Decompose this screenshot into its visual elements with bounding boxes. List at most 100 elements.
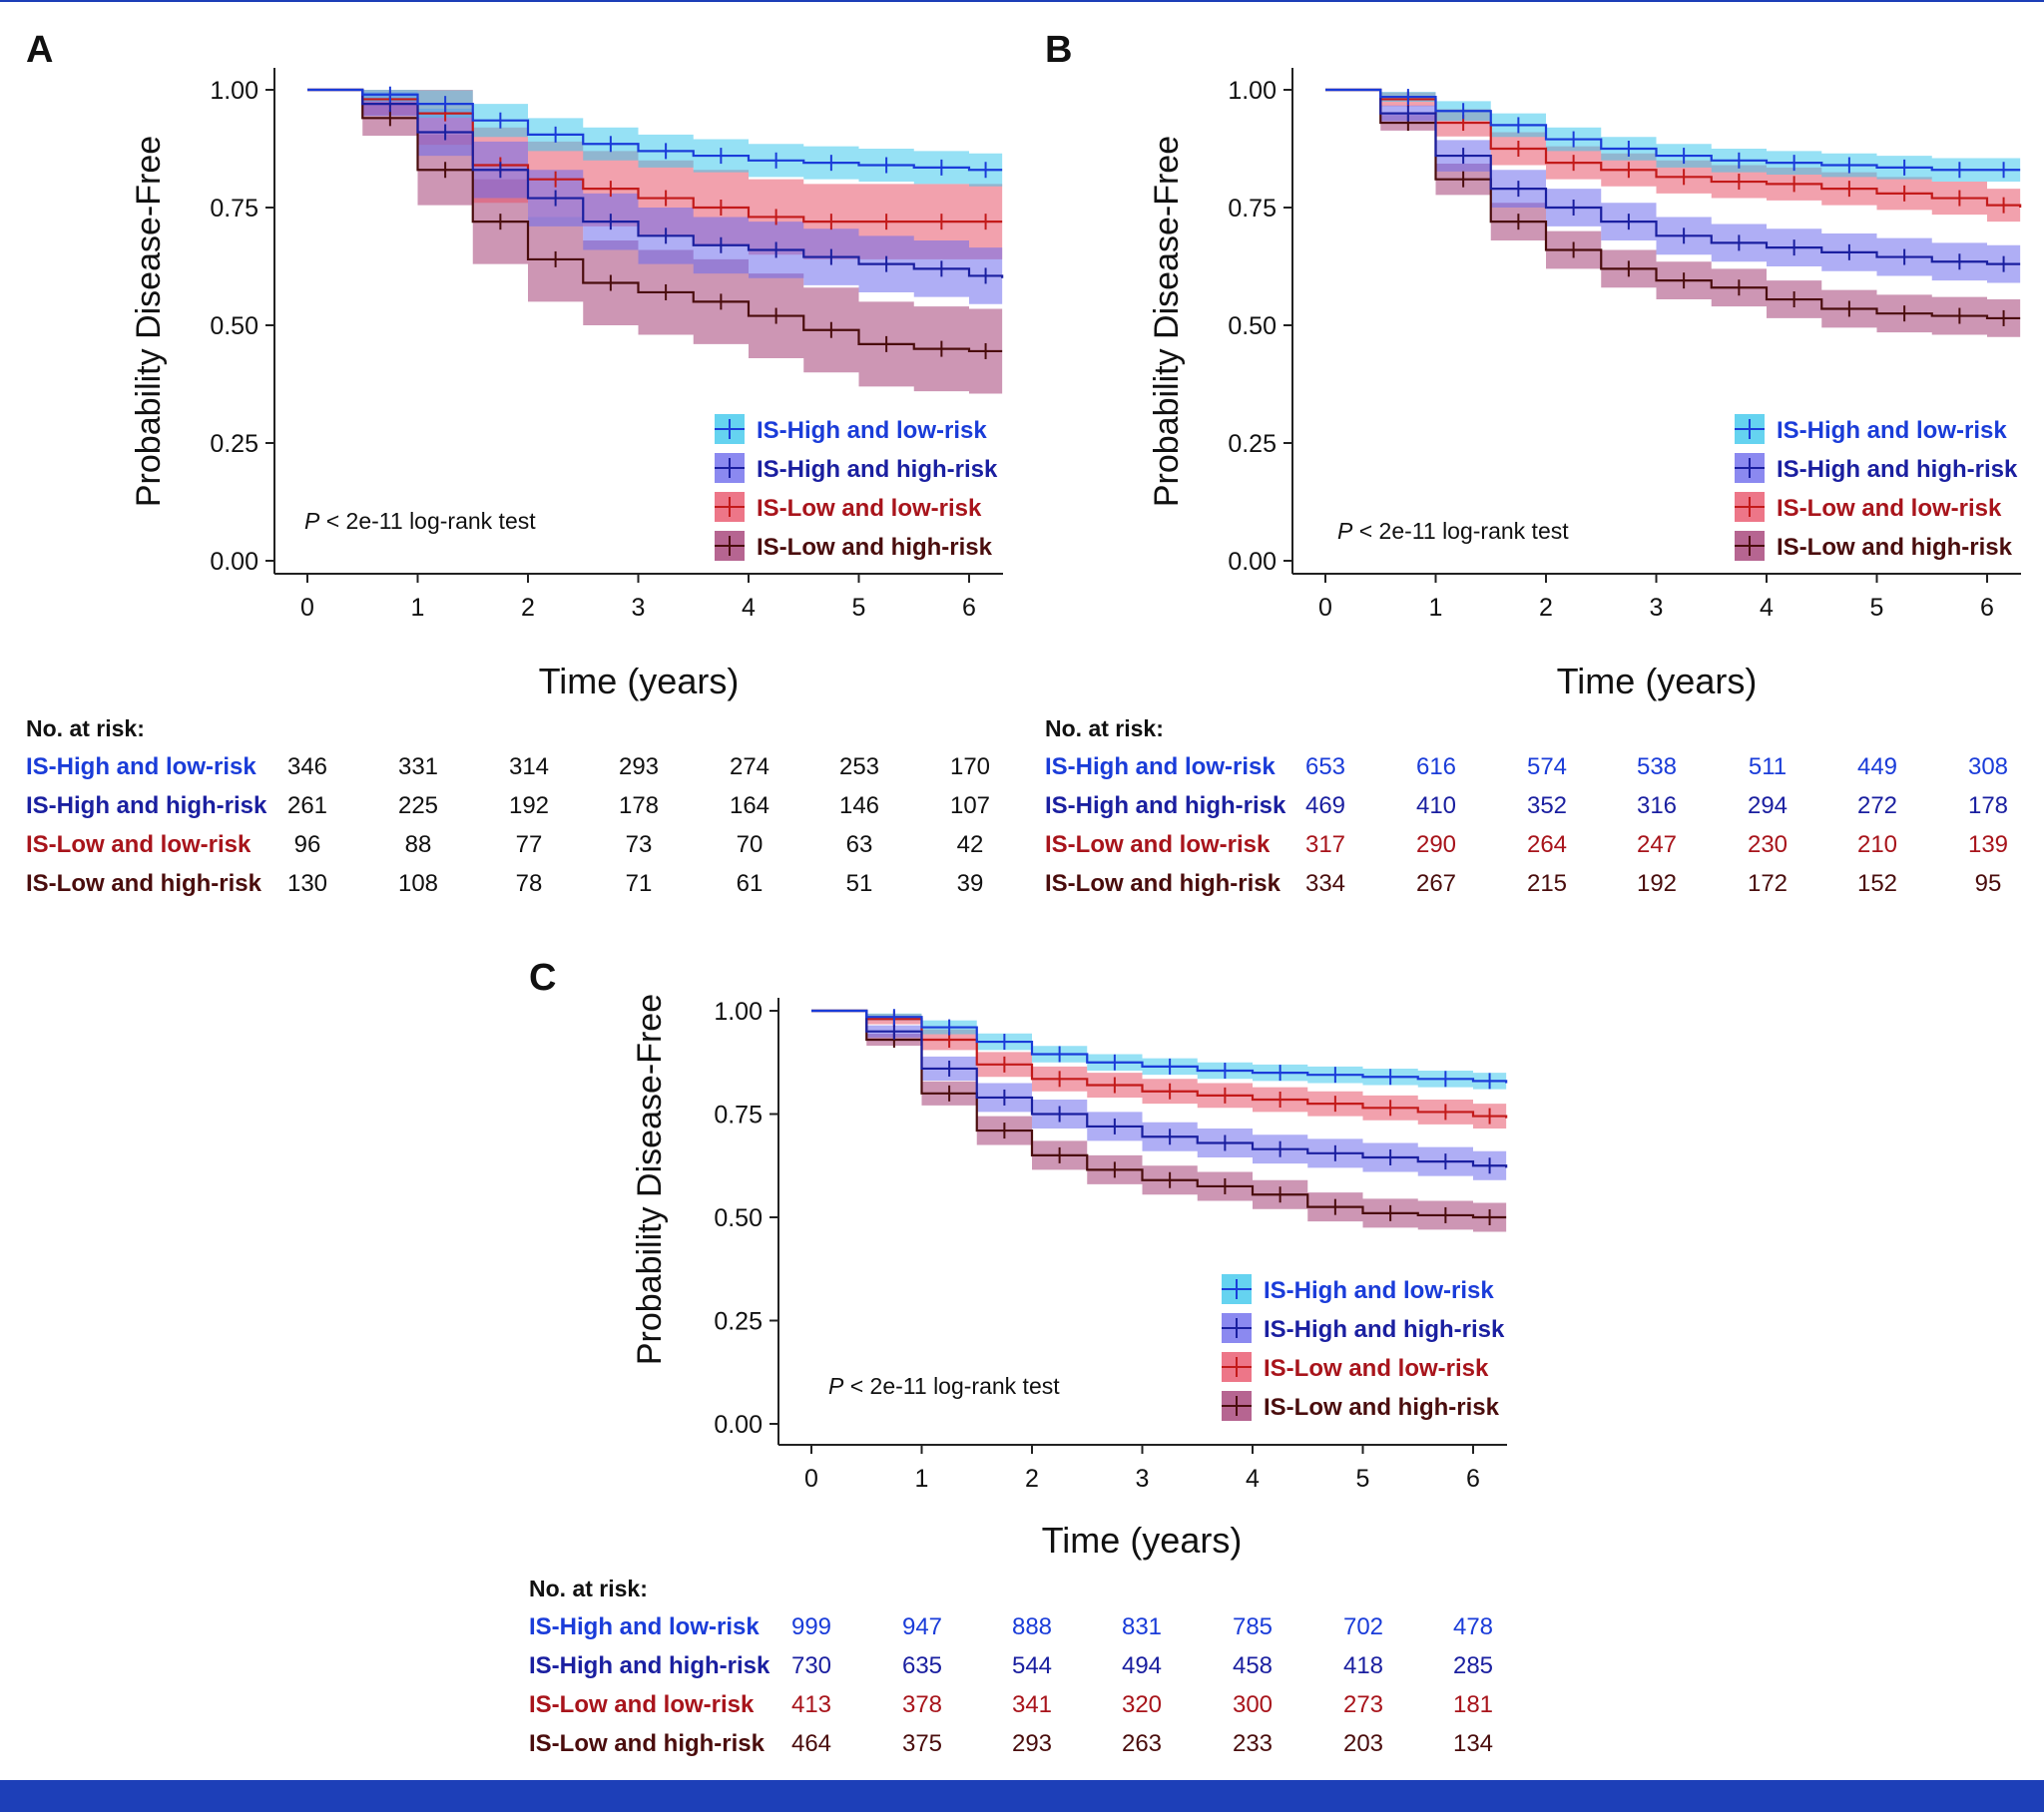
legend-label-is-high-and-low-risk: IS-High and low-risk [757, 417, 987, 444]
risk-cell: 464 [791, 1730, 831, 1757]
risk-cell: 334 [1305, 870, 1345, 897]
risk-row-label-is-low-and-high-risk: IS-Low and high-risk [26, 870, 262, 897]
risk-cell: 178 [1968, 792, 2008, 819]
risk-row-label-is-low-and-high-risk: IS-Low and high-risk [1045, 870, 1281, 897]
x-tick-label: 0 [804, 1465, 818, 1493]
risk-cell: 538 [1637, 753, 1677, 780]
x-tick-label: 5 [1870, 594, 1884, 622]
risk-cell: 192 [509, 792, 549, 819]
y-tick-label: 0.75 [210, 195, 258, 223]
risk-cell: 146 [839, 792, 879, 819]
risk-table-title: No. at risk: [26, 715, 145, 741]
x-tick-label: 0 [300, 594, 314, 622]
risk-cell: 264 [1527, 831, 1567, 858]
risk-cell: 635 [902, 1652, 942, 1679]
pvalue-text: P < 2e-11 log-rank test [1337, 518, 1569, 544]
y-tick-label: 0.00 [210, 548, 258, 576]
ci-band-is-high-and-low-risk [811, 1011, 1507, 1092]
x-tick-label: 3 [1136, 1465, 1150, 1493]
pvalue-text: P < 2e-11 log-rank test [304, 508, 536, 534]
x-tick-label: 4 [1246, 1465, 1260, 1493]
risk-cell: 170 [950, 753, 990, 780]
legend-label-is-low-and-high-risk: IS-Low and high-risk [757, 534, 993, 561]
legend: IS-High and low-risk IS-High and high-ris… [715, 414, 998, 561]
survival-line-is-low-and-low-risk [811, 1009, 1508, 1119]
pvalue-rest: < 2e-11 log-rank test [1352, 518, 1569, 544]
risk-cell: 51 [846, 870, 873, 897]
ci-band-is-high-and-high-risk [811, 1011, 1507, 1182]
risk-row-label-is-low-and-low-risk: IS-Low and low-risk [529, 1691, 755, 1718]
risk-cell: 308 [1968, 753, 2008, 780]
y-tick-label: 0.75 [714, 1102, 763, 1130]
legend-label-is-low-and-low-risk: IS-Low and low-risk [757, 495, 982, 522]
risk-cell: 39 [957, 870, 984, 897]
risk-cell: 293 [619, 753, 659, 780]
legend-label-is-high-and-high-risk: IS-High and high-risk [757, 456, 998, 483]
risk-cell: 267 [1416, 870, 1456, 897]
x-tick-label: 3 [632, 594, 646, 622]
legend: IS-High and low-risk IS-High and high-ris… [1222, 1274, 1505, 1421]
risk-cell: 96 [294, 831, 321, 858]
x-tick-label: 1 [915, 1465, 929, 1493]
risk-cell: 314 [509, 753, 549, 780]
risk-cell: 130 [287, 870, 327, 897]
risk-cell: 300 [1233, 1691, 1273, 1718]
y-tick-label: 1.00 [714, 998, 763, 1026]
risk-cell: 449 [1857, 753, 1897, 780]
y-tick-label: 0.00 [714, 1411, 763, 1439]
risk-cell: 134 [1453, 1730, 1493, 1757]
risk-cell: 247 [1637, 831, 1677, 858]
survival-line-is-high-and-high-risk [307, 88, 1004, 278]
risk-cell: 469 [1305, 792, 1345, 819]
ci-band-is-low-and-high-risk [1325, 90, 2021, 337]
risk-row-label-is-high-and-high-risk: IS-High and high-risk [26, 792, 267, 819]
x-tick-label: 1 [411, 594, 425, 622]
risk-cell: 785 [1233, 1613, 1273, 1640]
y-tick-label: 1.00 [210, 77, 258, 105]
ci-band-is-low-and-low-risk [811, 1011, 1507, 1132]
risk-cell: 331 [398, 753, 438, 780]
ci-band-is-high-and-low-risk [1325, 90, 2021, 183]
risk-cell: 413 [791, 1691, 831, 1718]
pvalue-p: P [1337, 518, 1353, 544]
risk-cell: 574 [1527, 753, 1567, 780]
risk-cell: 730 [791, 1652, 831, 1679]
risk-cell: 274 [730, 753, 769, 780]
x-axis-label: Time (years) [1042, 1520, 1243, 1561]
pvalue-text: P < 2e-11 log-rank test [828, 1373, 1060, 1399]
ci-band-is-low-and-high-risk [307, 90, 1003, 394]
y-axis-label: Probability Disease-Free [130, 136, 168, 507]
legend-label-is-high-and-low-risk: IS-High and low-risk [1777, 417, 2007, 444]
risk-cell: 225 [398, 792, 438, 819]
risk-row-label-is-low-and-low-risk: IS-Low and low-risk [26, 831, 252, 858]
risk-cell: 544 [1012, 1652, 1052, 1679]
risk-cell: 107 [950, 792, 990, 819]
risk-cell: 653 [1305, 753, 1345, 780]
risk-row-label-is-high-and-low-risk: IS-High and low-risk [1045, 753, 1276, 780]
y-axis-label: Probability Disease-Free [1148, 136, 1186, 507]
risk-cell: 203 [1343, 1730, 1383, 1757]
risk-cell: 233 [1233, 1730, 1273, 1757]
ci-band-is-high-and-high-risk [1325, 90, 2021, 283]
top-border [0, 0, 2044, 2]
x-axis-label: Time (years) [1557, 661, 1758, 701]
risk-cell: 888 [1012, 1613, 1052, 1640]
risk-cell: 478 [1453, 1613, 1493, 1640]
risk-row-label-is-high-and-low-risk: IS-High and low-risk [26, 753, 256, 780]
risk-cell: 511 [1749, 753, 1787, 780]
x-tick-label: 6 [1466, 1465, 1480, 1493]
survival-line-is-high-and-low-risk [1325, 88, 2021, 172]
risk-cell: 702 [1343, 1613, 1383, 1640]
panel-letter: B [1045, 29, 1072, 71]
pvalue-rest: < 2e-11 log-rank test [319, 508, 536, 534]
risk-cell: 375 [902, 1730, 942, 1757]
risk-row-label-is-low-and-high-risk: IS-Low and high-risk [529, 1730, 766, 1757]
risk-table: No. at risk: IS-High and low-risk 346 331 31… [26, 715, 990, 897]
risk-table: No. at risk: IS-High and low-risk 653 616 57… [1045, 715, 2008, 897]
panel-a: A 0.00 0.25 0.50 0.75 1.00 0 1 2 3 4 5 6 Probability … [26, 29, 1004, 897]
ci-band-is-low-and-high-risk [811, 1011, 1507, 1232]
risk-cell: 352 [1527, 792, 1567, 819]
x-tick-label: 0 [1318, 594, 1332, 622]
risk-cell: 316 [1637, 792, 1677, 819]
